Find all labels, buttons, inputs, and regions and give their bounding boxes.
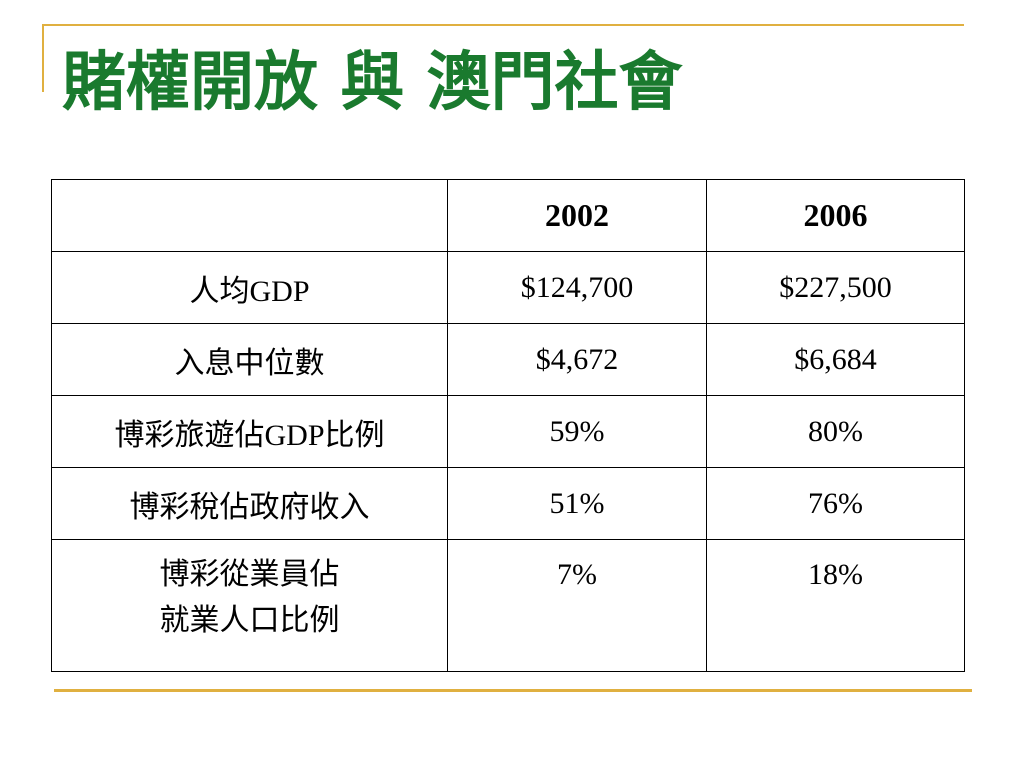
row-value-2006: 80% [706, 395, 965, 468]
row-value-2006: 18% [706, 539, 965, 672]
slide-title: 賭權開放 與 澳門社會 [62, 46, 683, 120]
row-value-2002: 59% [447, 395, 707, 468]
row-label: 入息中位數 [51, 323, 448, 396]
row-value-2002: 7% [447, 539, 707, 672]
accent-line-left [42, 24, 44, 92]
row-label: 博彩稅佔政府收入 [51, 467, 448, 540]
row-value-2006: $227,500 [706, 251, 965, 324]
table-row: 博彩旅遊佔GDP比例 59% 80% [51, 395, 965, 468]
header-cell-2006: 2006 [706, 179, 965, 252]
accent-line-top [42, 24, 964, 26]
row-label: 博彩從業員佔 就業人口比例 [51, 539, 448, 672]
row-value-2006: 76% [706, 467, 965, 540]
row-label-line: 就業人口比例 [159, 604, 340, 637]
accent-line-bottom [54, 689, 972, 692]
header-row: 2002 2006 [51, 179, 965, 252]
row-label-line: 博彩從業員佔 [159, 558, 340, 591]
header-cell-2002: 2002 [447, 179, 707, 252]
row-label: 人均GDP [51, 251, 448, 324]
row-label: 博彩旅遊佔GDP比例 [51, 395, 448, 468]
row-value-2002: $4,672 [447, 323, 707, 396]
table-row: 入息中位數 $4,672 $6,684 [51, 323, 965, 396]
table-row: 博彩稅佔政府收入 51% 76% [51, 467, 965, 540]
data-table: 2002 2006 人均GDP $124,700 $227,500 入息中位數 … [51, 179, 965, 672]
row-value-2002: $124,700 [447, 251, 707, 324]
header-cell-empty [51, 179, 448, 252]
table-row: 人均GDP $124,700 $227,500 [51, 251, 965, 324]
table-row: 博彩從業員佔 就業人口比例 7% 18% [51, 539, 965, 672]
row-value-2002: 51% [447, 467, 707, 540]
row-value-2006: $6,684 [706, 323, 965, 396]
